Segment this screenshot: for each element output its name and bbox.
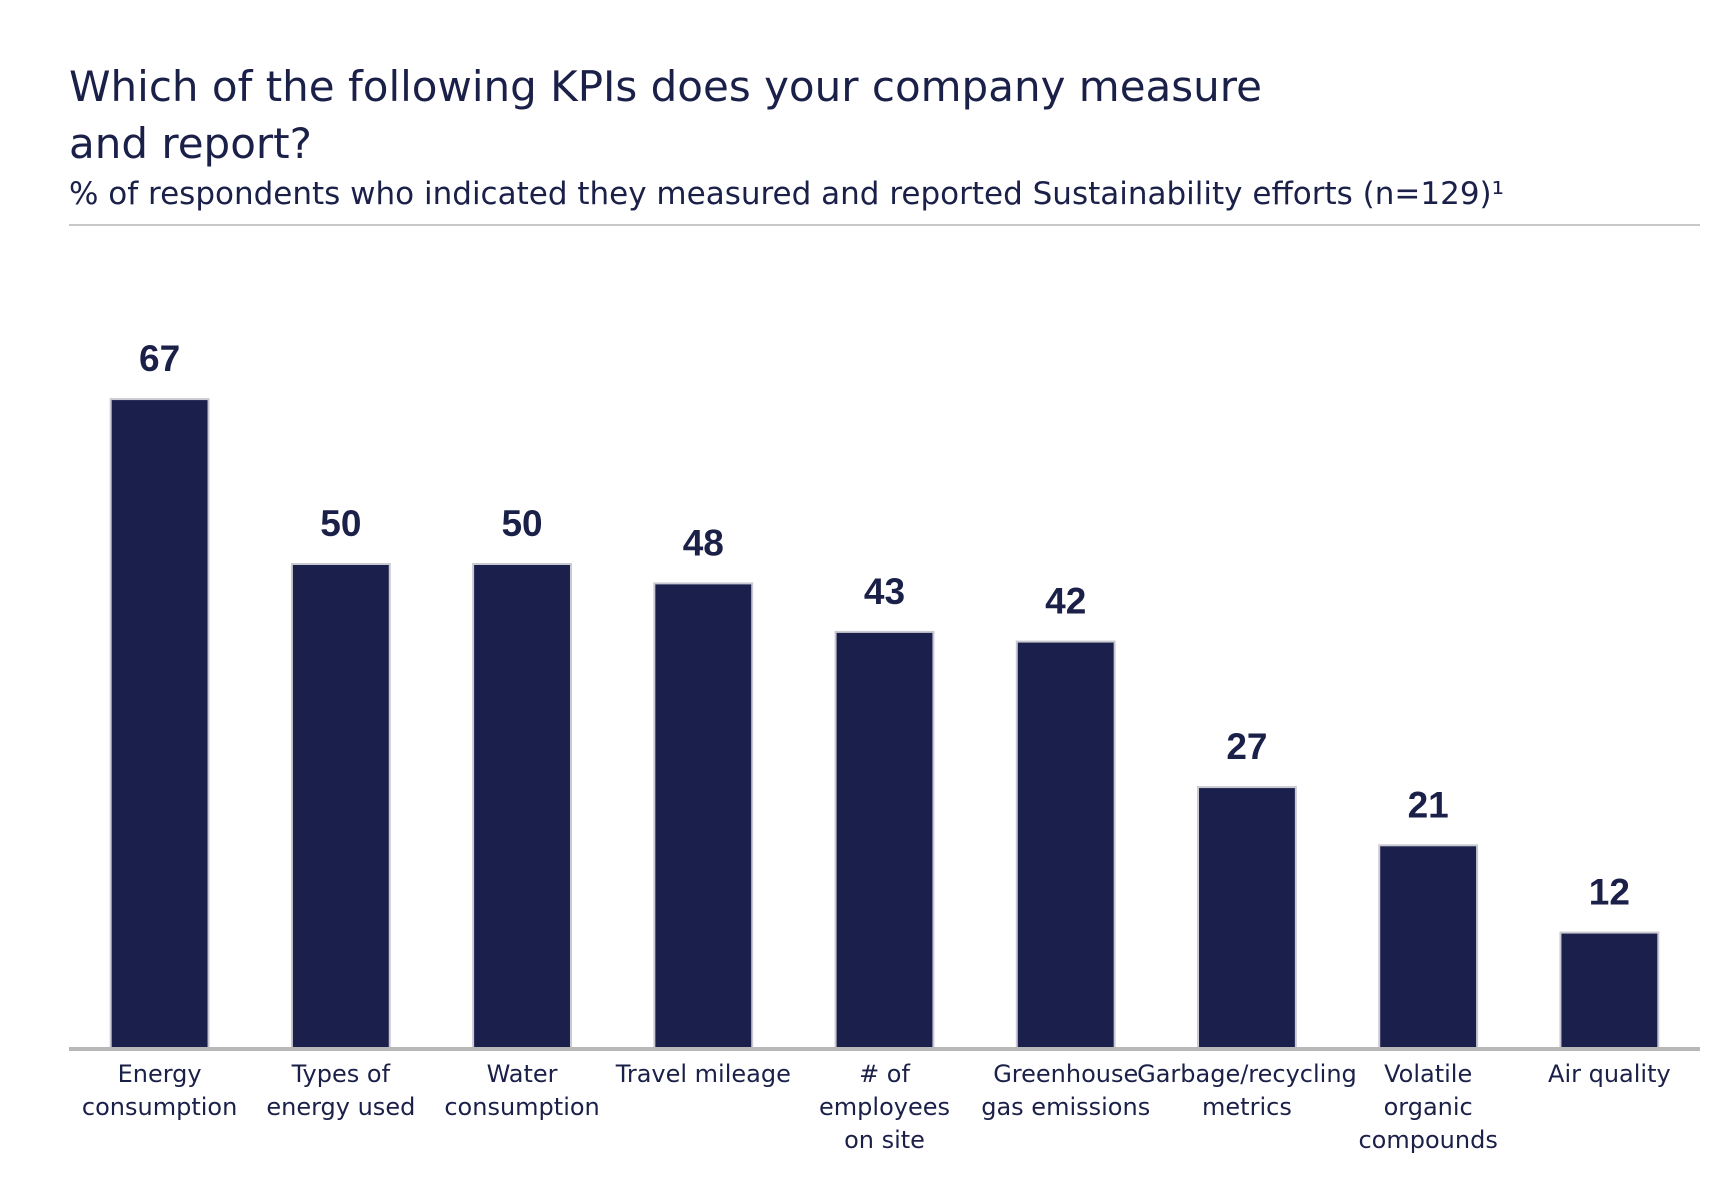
x-tick-label: Types of [291,1060,391,1088]
x-tick-label: Energy [118,1060,202,1088]
x-tick-label: # of [859,1060,910,1088]
x-tick-label: on site [844,1126,925,1154]
divider [69,224,1700,226]
x-tick-label: Water [487,1060,558,1088]
x-tick-label: organic [1384,1093,1473,1121]
bar [290,563,391,1050]
chart-title: Which of the following KPIs does your co… [69,62,1262,168]
x-tick-label: employees [819,1093,950,1121]
value-label: 48 [683,522,724,563]
value-label: 50 [320,503,361,544]
bar [1197,786,1297,1050]
bar [472,563,572,1050]
bar [1559,931,1660,1050]
bar [834,630,935,1051]
x-tick-label: Travel mileage [615,1060,791,1088]
x-tick-label: energy used [266,1093,415,1121]
x-tick-label: Garbage/recycling [1137,1060,1357,1088]
x-tick-label: gas emissions [981,1093,1150,1121]
x-tick-label: Air quality [1548,1060,1671,1088]
bar [109,398,210,1051]
bar [1378,844,1479,1050]
value-label: 21 [1408,784,1449,825]
x-tick-label: consumption [444,1093,599,1121]
x-tick-label: compounds [1358,1126,1497,1154]
x-tick-label: Greenhouse [993,1060,1138,1088]
value-label: 67 [139,338,180,379]
x-tick-label: Volatile [1384,1060,1472,1088]
x-tick-label: metrics [1202,1093,1292,1121]
bar [653,582,754,1051]
value-label: 43 [864,571,905,612]
value-label: 12 [1589,872,1630,913]
bar [1015,640,1116,1050]
value-label: 27 [1226,726,1267,767]
x-tick-label: consumption [82,1093,237,1121]
value-label: 50 [501,503,542,544]
value-label: 42 [1045,581,1086,622]
chart-subtitle: % of respondents who indicated they meas… [69,176,1505,212]
